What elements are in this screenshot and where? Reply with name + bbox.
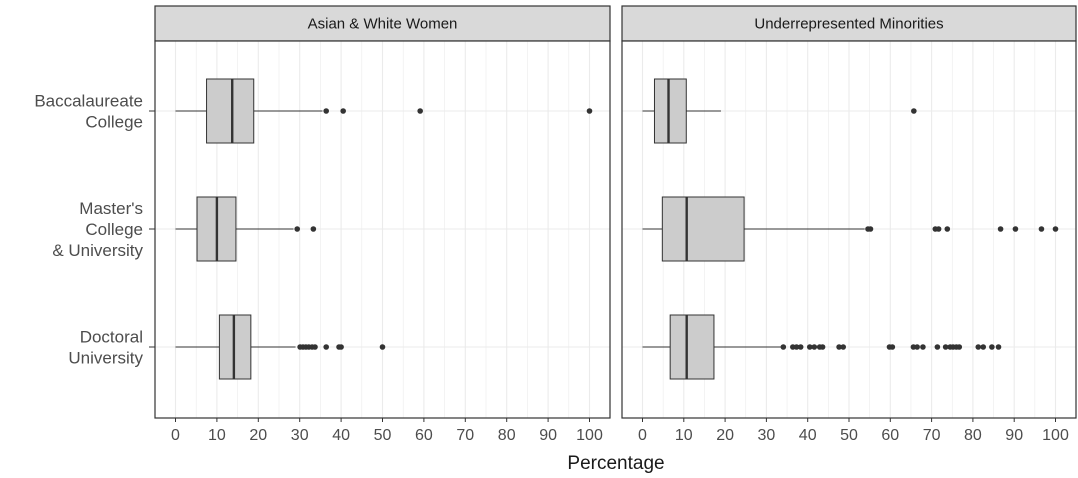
x-tick-label: 30 [291,427,309,444]
y-tick-label-line: Master's [79,199,143,218]
y-tick-label-masters: Master's College & University [52,199,143,260]
x-axis-title: Percentage [567,453,664,474]
facet-panel-2: Underrepresented Minorities 0 10 20 30 40 50 60… [621,5,1077,444]
outlier-point [323,108,329,114]
iqr-box [653,78,687,144]
outlier-point [995,344,1002,350]
outlier-point [840,344,847,350]
facet-panel-1: Asian & White Women 0 10 20 30 40 50 60 70 80 90 10… [154,5,611,444]
outlier-point [323,344,329,350]
outlier-point [980,344,987,350]
box-baccalaureate [175,78,593,144]
outlier-point [867,226,874,232]
facet-strip-label: Underrepresented Minorities [754,16,943,33]
facet-strip-label: Asian & White Women [308,16,458,33]
outlier-point [989,344,995,350]
x-tick-label: 0 [638,427,647,444]
y-tick-label-line: College [85,113,143,132]
outlier-point [806,344,813,350]
outlier-point [310,226,317,232]
x-tick-label: 40 [332,427,350,444]
box-baccalaureate [642,78,917,144]
y-tick-label-line: University [68,349,143,368]
outlier-point [836,344,842,350]
outlier-point [811,344,818,350]
outlier-point [942,344,949,350]
outlier-point [889,344,896,350]
iqr-box [661,196,745,262]
x-tick-label: 60 [881,427,899,444]
outlier-point [780,344,787,350]
facet-strip [621,5,1077,42]
outlier-point [975,344,982,350]
y-tick-label-line: Baccalaureate [34,92,143,111]
x-tick-label: 10 [208,427,226,444]
x-tick-label: 50 [840,427,858,444]
y-tick-label-line: & University [52,241,143,260]
panels-layer: Asian & White Women 0 10 20 30 40 50 60 70 80 90 10… [154,5,1077,444]
y-tick-label-line: Doctoral [80,328,143,347]
outlier-point [997,226,1004,232]
x-tick-label: 90 [539,427,557,444]
box-masters [642,196,1059,262]
x-tick-label: 80 [498,427,516,444]
x-tick-label: 70 [923,427,941,444]
x-tick-label: 50 [374,427,392,444]
facet-strip [154,5,611,42]
outlier-point [1012,226,1019,232]
outlier-point [1052,226,1059,232]
x-tick-label: 100 [1042,427,1069,444]
box-masters [175,196,317,262]
x-tick-label: 20 [716,427,734,444]
x-tick-label: 60 [415,427,433,444]
outlier-point [294,226,301,232]
outlier-point [819,344,826,350]
outlier-point [956,344,963,350]
x-tick-label: 30 [758,427,776,444]
outlier-point [920,344,926,350]
x-tick-label: 40 [799,427,817,444]
outlier-point [911,108,917,114]
x-axis-2: 0 10 20 30 40 50 60 70 80 90 100 [638,418,1069,444]
outlier-point [793,344,800,350]
x-tick-label: 10 [675,427,693,444]
x-tick-label: 90 [1005,427,1023,444]
y-tick-label-doctoral: Doctoral University [68,328,143,368]
outlier-point [797,344,804,350]
outlier-point [417,108,423,114]
iqr-box [206,78,255,144]
outlier-point [338,344,344,350]
iqr-box [669,314,715,380]
outlier-point [379,344,386,350]
outlier-point [312,344,318,350]
y-tick-label-baccalaureate: Baccalaureate College [34,92,143,132]
x-tick-label: 70 [456,427,474,444]
box-doctoral [175,314,386,380]
outlier-point [586,108,593,114]
outlier-point [1038,226,1045,232]
x-tick-label: 20 [249,427,267,444]
y-axis: Baccalaureate College Master's College & Uni… [34,92,155,368]
x-tick-label: 0 [171,427,180,444]
outlier-point [935,226,942,232]
outlier-point [340,108,346,114]
box-doctoral [642,314,1002,380]
x-axis-1: 0 10 20 30 40 50 60 70 80 90 100 [171,418,603,444]
x-tick-label: 100 [576,427,603,444]
outlier-point [914,344,920,350]
outlier-point [944,226,951,232]
outlier-point [934,344,941,350]
x-tick-label: 80 [964,427,982,444]
iqr-box [218,314,252,380]
y-tick-label-line: College [85,220,143,239]
